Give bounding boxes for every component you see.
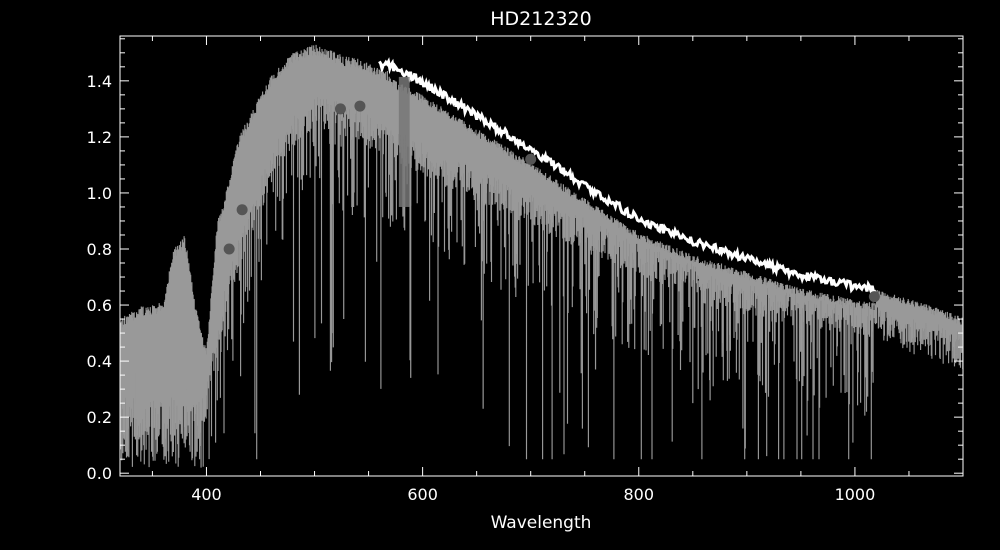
x-tick-label: 800 <box>623 485 654 504</box>
y-tick-label: 0.4 <box>87 352 112 371</box>
y-tick-label: 0.8 <box>87 240 112 259</box>
photometry-point <box>223 243 235 255</box>
x-tick-label: 400 <box>191 485 222 504</box>
y-tick-label: 1.2 <box>87 128 112 147</box>
photometry-point <box>868 291 880 303</box>
x-axis-label: Wavelength <box>491 513 592 533</box>
y-tick-label: 0.2 <box>87 408 112 427</box>
overlap-strip <box>398 76 410 207</box>
x-tick-label: 1000 <box>835 485 876 504</box>
photometry-points-layer <box>223 100 880 303</box>
photometry-point <box>334 103 346 115</box>
y-tick-label: 1.0 <box>87 184 112 203</box>
y-tick-label: 0.0 <box>87 464 112 483</box>
plot-layer <box>119 44 964 468</box>
x-tick-label: 600 <box>407 485 438 504</box>
y-tick-label: 1.4 <box>87 72 112 91</box>
photometry-point <box>525 153 537 165</box>
plot-frame <box>119 35 964 477</box>
chart-title: HD212320 <box>490 8 591 30</box>
ticks-layer: 400 600 800 1000 0.0 0.2 0.4 0.6 0.8 1.0 1.2 1.4 <box>87 36 964 504</box>
model-continuum-line <box>378 57 877 297</box>
photometry-point <box>354 100 366 112</box>
photometry-point <box>236 204 248 216</box>
y-tick-label: 0.6 <box>87 296 112 315</box>
